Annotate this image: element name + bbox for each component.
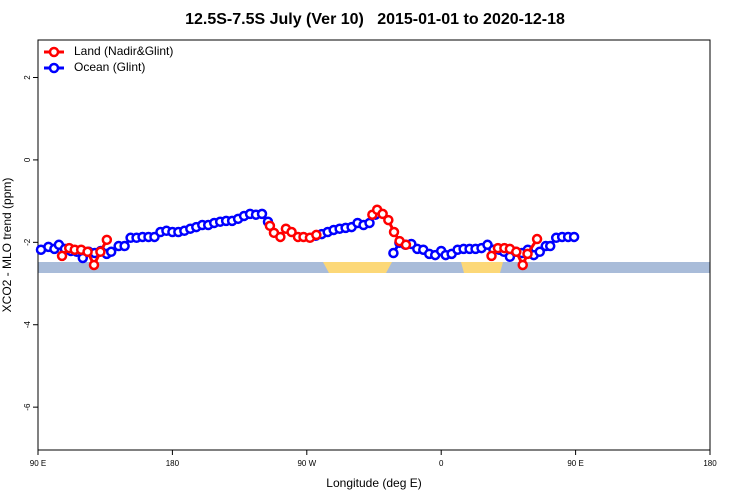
y-tick-label: -6 (23, 403, 32, 411)
data-point (400, 239, 412, 251)
data-point (256, 208, 268, 220)
x-tick-label: 180 (166, 459, 180, 468)
data-point (517, 259, 528, 271)
data-point (511, 246, 522, 258)
data-point (286, 226, 297, 238)
data-point (364, 217, 375, 229)
data-point (544, 240, 556, 252)
data-point (119, 240, 130, 252)
data-point (101, 234, 113, 246)
legend-label: Land (Nadir&Glint) (74, 44, 173, 58)
land-band (323, 262, 392, 273)
data-point (531, 233, 543, 245)
data-point (388, 247, 399, 259)
x-axis-title: Longitude (deg E) (326, 476, 421, 490)
x-tick-label: 90 E (30, 459, 46, 468)
land-band (461, 262, 503, 273)
data-point (56, 250, 68, 262)
data-point (88, 259, 100, 271)
legend-marker (48, 62, 60, 74)
x-tick-label: 90 E (567, 459, 583, 468)
data-point (486, 250, 497, 262)
legend-label: Ocean (Glint) (74, 60, 145, 74)
y-axis-title: XCO2 - MLO trend (ppm) (0, 178, 14, 313)
plot-frame (37, 39, 711, 451)
y-tick-label: -2 (23, 238, 32, 246)
x-tick-label: 0 (439, 459, 444, 468)
data-point (82, 246, 93, 258)
data-point (388, 226, 400, 238)
x-tick-label: 180 (703, 459, 717, 468)
data-point (95, 246, 106, 258)
data-point (275, 231, 286, 243)
data-point (105, 246, 117, 258)
data-point (568, 231, 580, 243)
x-tick-label: 90 W (297, 459, 316, 468)
data-point (522, 248, 533, 260)
y-tick-label: -4 (23, 321, 32, 329)
y-tick-label: 2 (23, 75, 32, 80)
data-point (534, 246, 546, 258)
legend-marker (48, 46, 60, 58)
data-point (383, 214, 394, 226)
chart-title: 12.5S-7.5S July (Ver 10) 2015-01-01 to 2… (185, 11, 565, 28)
data-point (311, 229, 322, 241)
data-point (377, 208, 388, 220)
y-tick-label: 0 (23, 157, 32, 162)
